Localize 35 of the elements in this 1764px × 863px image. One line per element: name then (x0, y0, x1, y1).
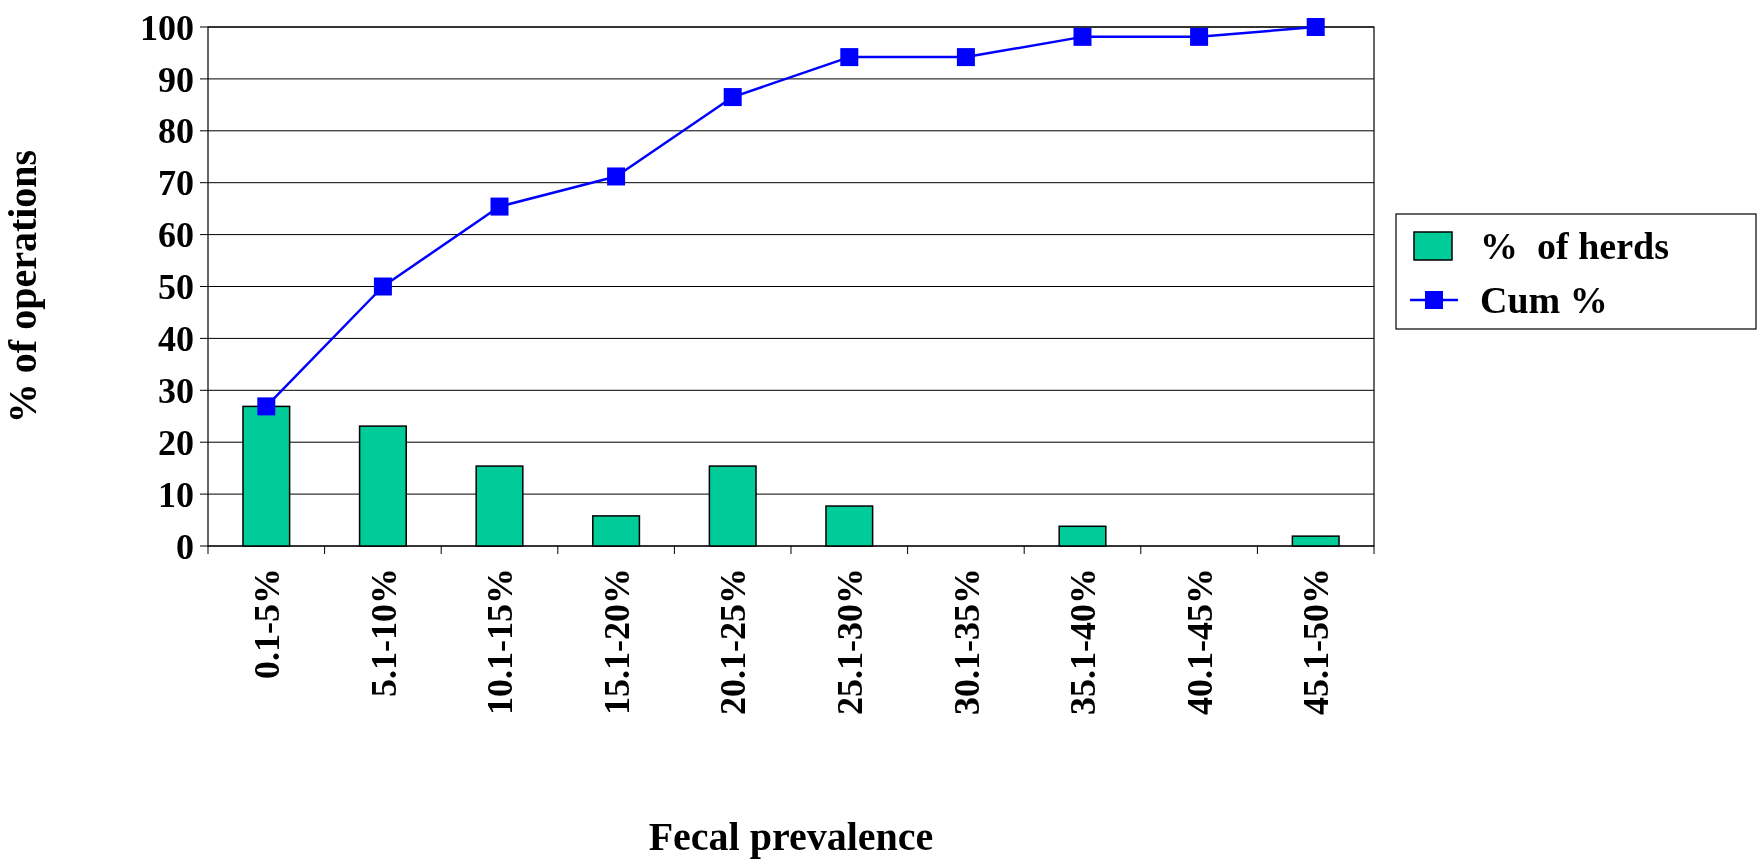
x-tick-label: 45.1-50% (1296, 568, 1337, 715)
y-tick-label: 60 (158, 215, 194, 256)
y-tick-label: 20 (158, 422, 194, 463)
y-tick-label: 80 (158, 111, 194, 152)
y-tick-label: 10 (158, 474, 194, 515)
y-tick-label: 90 (158, 59, 194, 100)
x-tick-label: 35.1-40% (1063, 568, 1104, 715)
y-tick-label: 40 (158, 319, 194, 359)
x-axis-title: Fecal prevalence (648, 814, 934, 859)
x-tick-label: 5.1-10% (363, 568, 404, 697)
y-tick-label: 30 (158, 370, 194, 411)
point (373, 277, 392, 296)
x-tick-label: 10.1-15% (480, 568, 521, 715)
legend-label: % of herds (1480, 225, 1669, 268)
point (840, 48, 859, 67)
point (607, 167, 626, 186)
y-tick-label: 70 (158, 163, 194, 204)
legend-label: Cum % (1480, 279, 1608, 322)
x-tick-label: 30.1-35% (946, 568, 987, 715)
x-tick-label: 40.1-45% (1179, 568, 1220, 715)
point (1073, 27, 1092, 46)
point (956, 48, 975, 67)
x-tick-label: 0.1-5% (246, 568, 287, 679)
point (1190, 27, 1209, 46)
point (490, 197, 509, 216)
point (723, 88, 742, 107)
x-tick-label: 20.1-25% (713, 568, 754, 715)
point (1306, 18, 1325, 36)
point (257, 397, 276, 416)
y-tick-label: 50 (158, 267, 194, 308)
y-tick-label: 100 (140, 7, 194, 48)
y-axis-title: % of operations (0, 149, 45, 424)
x-tick-label: 15.1-20% (596, 568, 637, 715)
x-tick-label: 25.1-30% (829, 568, 870, 715)
y-tick-label: 0 (176, 526, 194, 567)
